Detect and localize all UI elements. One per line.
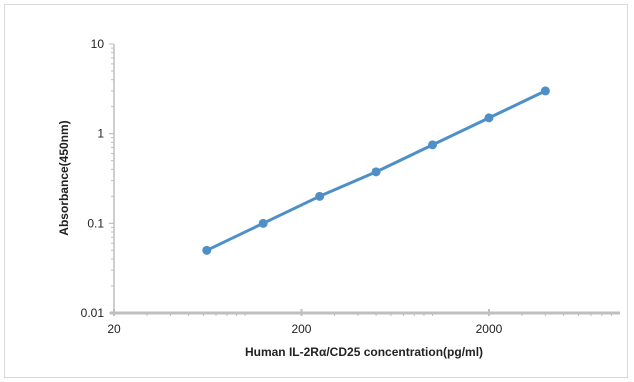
data-point xyxy=(371,167,381,177)
ticks: 0.01 0.1 1 10 20 200 2000 xyxy=(81,37,612,336)
data-point xyxy=(315,191,325,201)
y-tick-label: 1 xyxy=(97,127,104,141)
data-point xyxy=(202,245,212,255)
x-tick-label: 20 xyxy=(107,322,121,336)
x-tick-label: 2000 xyxy=(476,322,503,336)
chart-frame xyxy=(4,4,628,378)
data-point xyxy=(484,113,494,123)
axes xyxy=(110,44,620,315)
data-series xyxy=(202,86,550,255)
y-tick-label: 0.1 xyxy=(87,216,104,230)
data-point xyxy=(428,140,438,150)
x-tick-label: 200 xyxy=(291,322,311,336)
data-point xyxy=(258,218,268,228)
y-tick-label: 10 xyxy=(91,37,105,51)
data-point xyxy=(540,86,550,96)
x-axis-title: Human IL-2Rα/CD25 concentration(pg/ml) xyxy=(245,345,483,359)
y-axis-title: Absorbance(450nm) xyxy=(57,120,71,235)
y-tick-label: 0.01 xyxy=(81,306,105,320)
